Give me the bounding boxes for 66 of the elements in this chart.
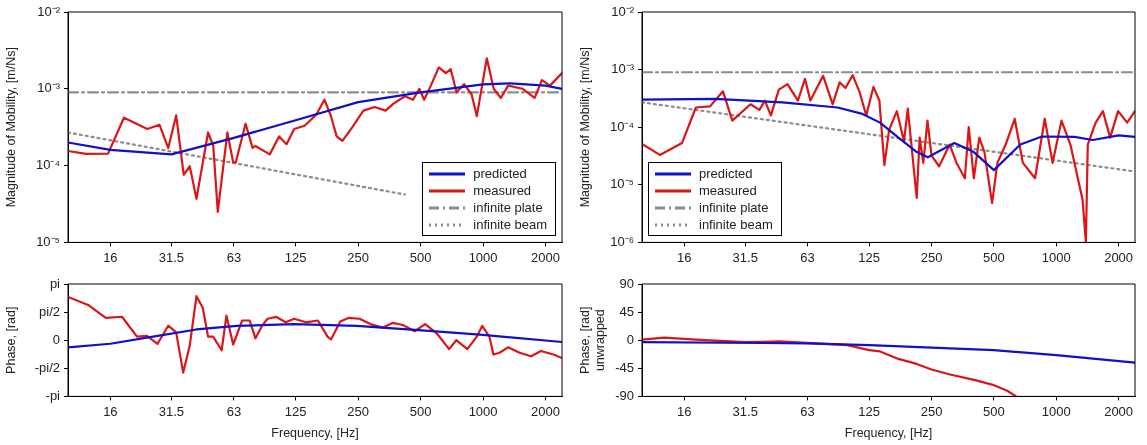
x-tick-label: 63 bbox=[800, 249, 815, 265]
x-tick-label: 125 bbox=[284, 249, 307, 265]
x-tick-label: 1000 bbox=[1041, 249, 1071, 265]
y-axis-title: Magnitude of Mobility, [m/Ns] bbox=[577, 47, 592, 208]
y-tick-label: pi/2 bbox=[39, 303, 60, 319]
legend-label: measured bbox=[699, 182, 757, 200]
x-tick-label: 1000 bbox=[468, 249, 498, 265]
x-tick-label: 16 bbox=[677, 249, 692, 265]
y-tick-label: 10⁻⁴ bbox=[609, 118, 634, 134]
x-tick-label: 31.5 bbox=[732, 403, 758, 419]
legend-label: predicted bbox=[699, 165, 753, 183]
x-tick-label: 500 bbox=[409, 249, 432, 265]
y-tick-label: 10⁻⁴ bbox=[35, 157, 60, 173]
x-tick-label: 2000 bbox=[1104, 403, 1134, 419]
x-tick-label: 31.5 bbox=[732, 249, 758, 265]
x-tick-label: 16 bbox=[677, 403, 692, 419]
y-tick-label: -pi/2 bbox=[34, 359, 60, 375]
y-tick-label: pi bbox=[49, 275, 61, 291]
y-axis-title: Magnitude of Mobility, [m/Ns] bbox=[3, 47, 18, 208]
legend-label: infinite beam bbox=[473, 216, 547, 234]
x-tick-label: 125 bbox=[284, 403, 307, 419]
y-tick-label: 10⁻⁵ bbox=[36, 233, 60, 249]
x-tick-label: 250 bbox=[920, 249, 943, 265]
x-tick-label: 2000 bbox=[1104, 249, 1134, 265]
legend-label: infinite plate bbox=[699, 199, 769, 217]
x-tick-label: 500 bbox=[983, 249, 1005, 265]
text: Phase, [rad] bbox=[577, 306, 592, 374]
x-axis-title: Frequency, [Hz] bbox=[271, 425, 359, 440]
y-tick-label: 10⁻² bbox=[611, 3, 635, 19]
x-tick-label: 2000 bbox=[531, 249, 561, 265]
y-tick-label: 10⁻³ bbox=[37, 80, 61, 96]
y-tick-label: 10⁻³ bbox=[611, 61, 635, 77]
y-tick-label: -45 bbox=[615, 359, 634, 375]
y-tick-label: -pi bbox=[45, 387, 61, 403]
legend-label: infinite plate bbox=[473, 199, 543, 217]
y-axis-title: Phase, [rad] bbox=[3, 306, 18, 374]
x-tick-label: 31.5 bbox=[158, 249, 185, 265]
x-tick-label: 63 bbox=[226, 403, 242, 419]
x-tick-label: 125 bbox=[858, 249, 881, 265]
x-tick-label: 16 bbox=[103, 249, 118, 265]
y-tick-label: 10⁻⁵ bbox=[610, 176, 634, 192]
x-tick-label: 125 bbox=[858, 403, 881, 419]
x-tick-label: 250 bbox=[347, 249, 369, 265]
x-tick-label: 1000 bbox=[1041, 403, 1071, 419]
text: unwrapped bbox=[592, 309, 607, 372]
x-tick-label: 250 bbox=[920, 403, 943, 419]
x-axis-title: Frequency, [Hz] bbox=[844, 425, 933, 440]
y-tick-label: 10⁻² bbox=[37, 3, 61, 19]
x-tick-label: 500 bbox=[983, 403, 1005, 419]
legend-label: predicted bbox=[473, 165, 527, 183]
x-tick-label: 16 bbox=[103, 403, 118, 419]
y-tick-label: 0 bbox=[626, 331, 634, 347]
x-tick-label: 31.5 bbox=[158, 403, 185, 419]
legend-label: measured bbox=[473, 182, 532, 200]
y-tick-label: 90 bbox=[619, 275, 634, 291]
x-tick-label: 63 bbox=[800, 403, 815, 419]
x-tick-label: 2000 bbox=[531, 403, 561, 419]
x-tick-label: 1000 bbox=[468, 403, 498, 419]
y-tick-label: 45 bbox=[619, 303, 634, 319]
y-tick-label: -90 bbox=[615, 387, 634, 403]
x-tick-label: 250 bbox=[347, 403, 369, 419]
legend-label: infinite beam bbox=[699, 216, 773, 234]
x-tick-label: 500 bbox=[409, 403, 432, 419]
y-tick-label: 10⁻⁶ bbox=[610, 233, 634, 249]
y-tick-label: 0 bbox=[52, 331, 60, 347]
x-tick-label: 63 bbox=[226, 249, 242, 265]
